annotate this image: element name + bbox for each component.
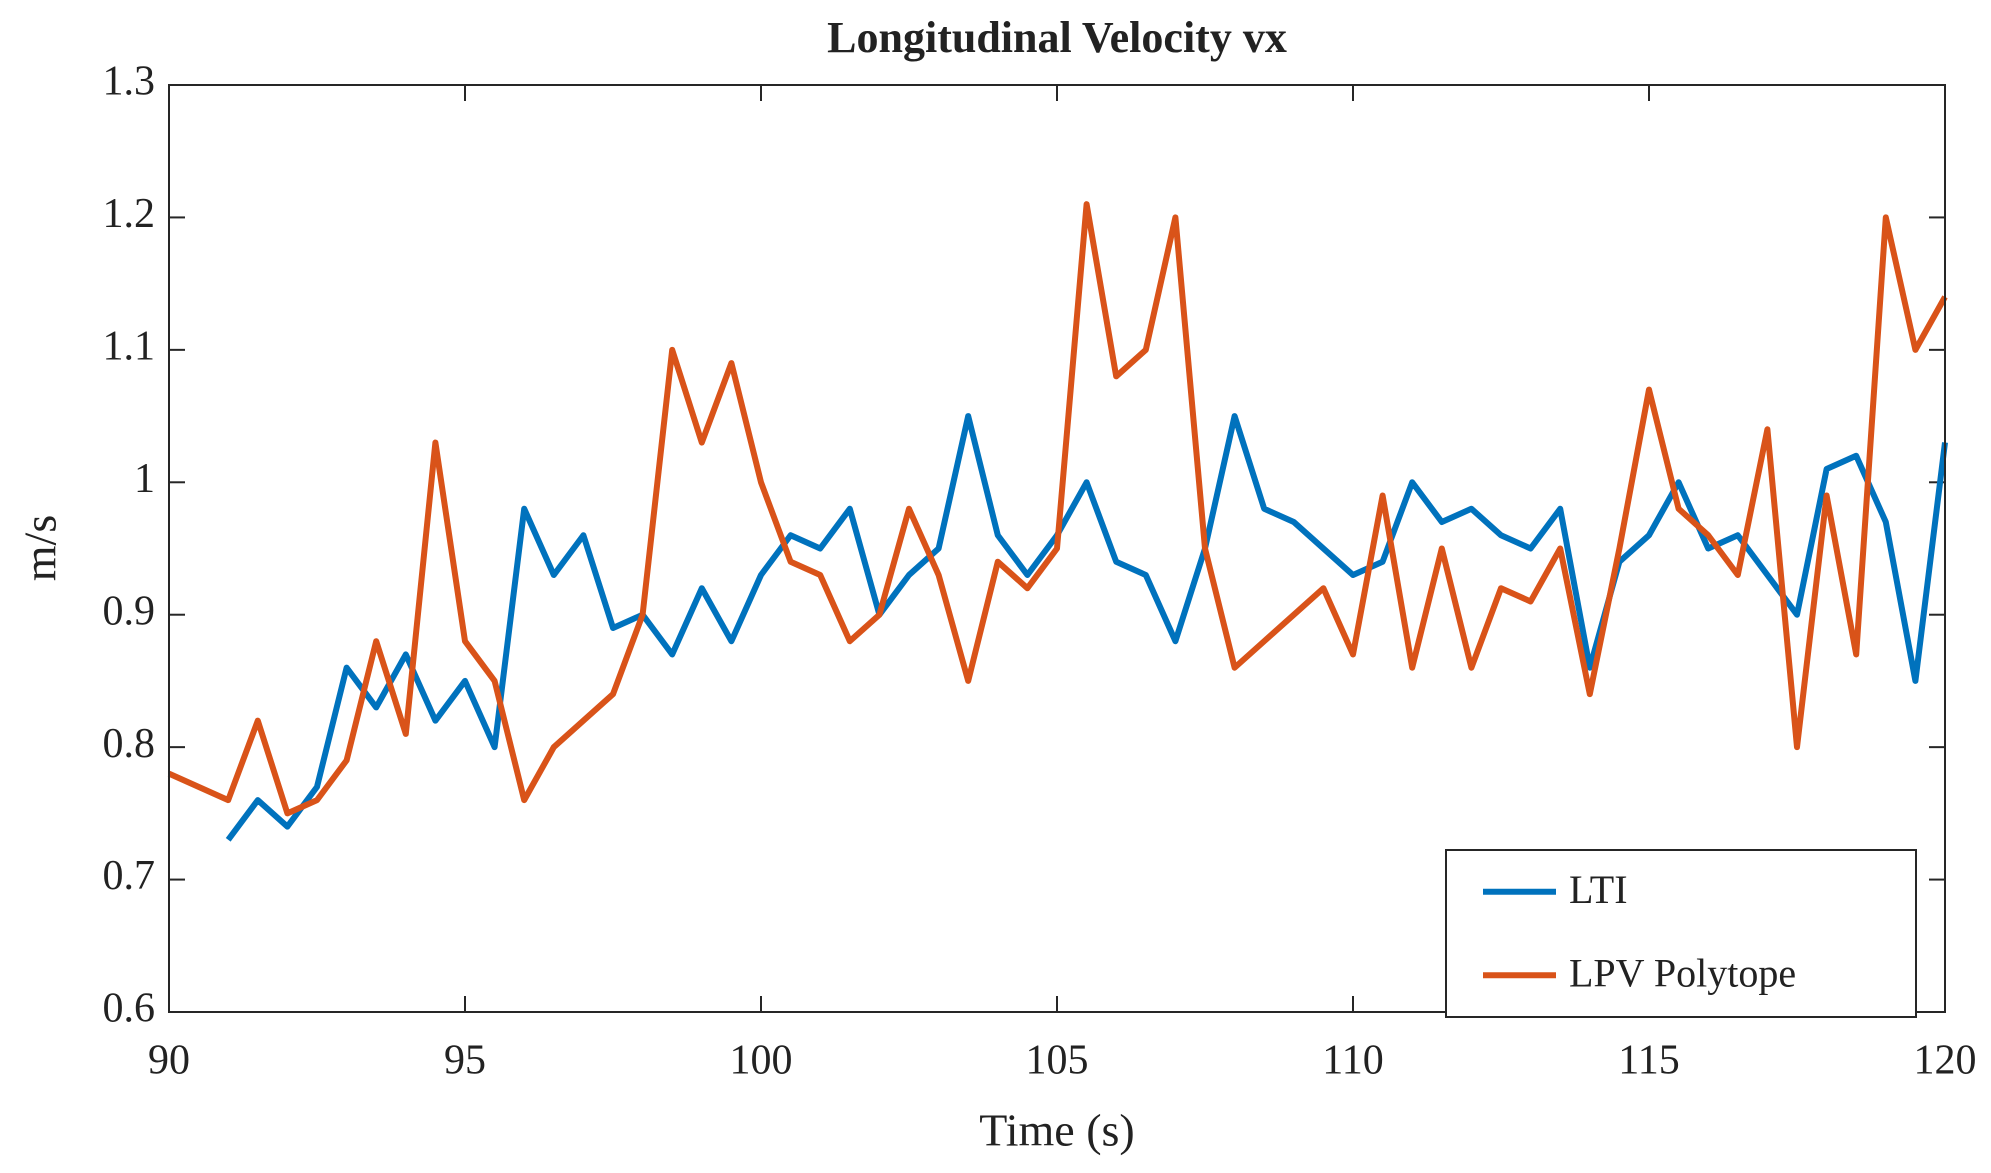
x-tick-label: 115 <box>1618 1038 1679 1084</box>
legend-label: LPV Polytope <box>1569 950 1796 995</box>
x-tick-label: 110 <box>1322 1038 1383 1084</box>
x-tick-label: 105 <box>1026 1038 1089 1084</box>
y-tick-label: 1.2 <box>103 191 156 237</box>
y-tick-label: 0.9 <box>103 588 156 634</box>
series-line <box>225 413 1948 842</box>
y-tick-label: 1 <box>134 456 155 502</box>
y-tick-label: 0.6 <box>103 986 156 1032</box>
chart-title: Longitudinal Velocity vx <box>827 13 1287 62</box>
x-tick-label: 100 <box>730 1038 793 1084</box>
x-tick-label: 120 <box>1914 1038 1977 1084</box>
y-tick-label: 1.3 <box>103 59 156 105</box>
legend-box <box>1445 849 1917 1018</box>
x-axis-label: Time (s) <box>979 1105 1135 1156</box>
y-tick-label: 1.1 <box>103 323 156 369</box>
x-tick-label: 90 <box>148 1038 190 1084</box>
y-tick-label: 0.8 <box>103 721 156 767</box>
x-tick-label: 95 <box>444 1038 486 1084</box>
legend-label: LTI <box>1569 867 1628 912</box>
series-line <box>167 201 1948 817</box>
y-tick-label: 0.7 <box>103 853 156 899</box>
y-axis-label: m/s <box>15 515 66 581</box>
plot-frame <box>168 84 1946 1013</box>
